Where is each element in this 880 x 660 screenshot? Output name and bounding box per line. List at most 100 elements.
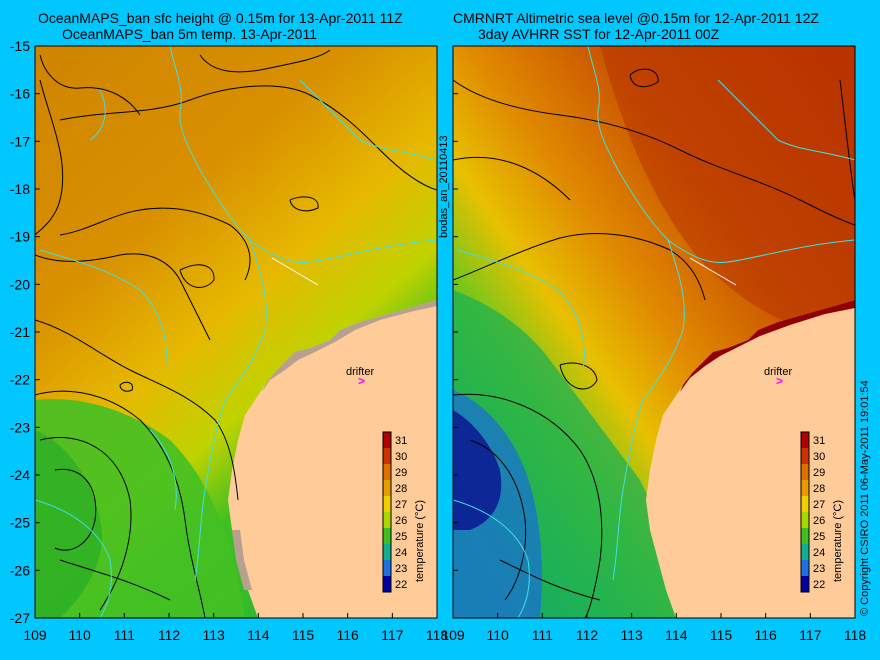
x-tick-label: 115	[292, 627, 315, 643]
colorbar-tick-label: 30	[813, 451, 825, 463]
x-tick-label: 118	[844, 627, 867, 643]
y-axis: -15 -16 -17 -18 -19 -20 -21 -22 -23 -24 -25 -26 -27	[10, 38, 458, 626]
x-tick-label: 113	[621, 627, 644, 643]
colorbar-tick-label: 27	[813, 499, 825, 511]
y-tick-label: -24	[10, 467, 30, 483]
x-tick-label: 117	[381, 627, 404, 643]
colorbar-segment	[383, 448, 391, 464]
colorbar-tick-label: 28	[813, 483, 825, 495]
colorbar-tick-label: 26	[395, 515, 407, 527]
x-tick-label: 115	[710, 627, 733, 643]
colorbar-tick-label: 28	[395, 483, 407, 495]
right-map	[453, 46, 855, 618]
y-tick-label: -23	[10, 419, 30, 435]
left-bathymetry	[35, 46, 437, 618]
colorbar-segment	[801, 576, 809, 592]
x-tick-label: 117	[799, 627, 822, 643]
y-tick-label: -27	[10, 610, 30, 626]
left-title-line1: OceanMAPS_ban sfc height @ 0.15m for 13-…	[38, 10, 403, 26]
colorbar-tick-label: 27	[395, 499, 407, 511]
right-colorbar: 31 30 29 28 27 26 25 24 23 22 temperature (°C)	[800, 431, 844, 593]
colorbar-segment	[383, 528, 391, 544]
colorbar-segment	[801, 544, 809, 560]
colorbar-frame	[382, 431, 392, 593]
colorbar-segment	[383, 496, 391, 512]
colorbar-label: temperature (°C)	[832, 500, 844, 582]
left-colorbar: 31 30 29 28 27 26 25 24 23 22 temperature (°C)	[382, 431, 426, 593]
y-tick-label: -15	[10, 38, 30, 54]
colorbar-tick-label: 25	[813, 531, 825, 543]
right-drifter-icon: >	[776, 374, 783, 388]
x-tick-label: 110	[487, 627, 510, 643]
colorbar-tick-label: 23	[395, 563, 407, 575]
y-tick-label: -21	[10, 324, 30, 340]
colorbar-segment	[801, 560, 809, 576]
y-tick-label: -22	[10, 372, 30, 388]
x-tick-label: 109	[441, 627, 465, 643]
x-tick-label: 116	[755, 627, 778, 643]
x-tick-label: 112	[576, 627, 599, 643]
colorbar-tick-label: 24	[395, 547, 407, 559]
x-tick-label: 111	[532, 627, 553, 643]
right-drifter: drifter >	[764, 366, 792, 388]
left-map	[35, 46, 437, 618]
colorbar-segment	[801, 512, 809, 528]
x-tick-label: 114	[665, 627, 688, 643]
colorbar-segment	[801, 448, 809, 464]
colorbar-segment	[383, 464, 391, 480]
colorbar-segment	[801, 480, 809, 496]
y-tick-label: -26	[10, 562, 30, 578]
colorbar-tick-label: 23	[813, 563, 825, 575]
colorbar-segment	[801, 432, 809, 448]
right-title-line2: 3day AVHRR SST for 12-Apr-2011 00Z	[478, 26, 720, 42]
colorbar-segment	[383, 432, 391, 448]
y-tick-label: -17	[10, 133, 30, 149]
x-tick-label: 114	[247, 627, 270, 643]
colorbar-label: temperature (°C)	[414, 500, 426, 582]
colorbar-tick-label: 22	[813, 579, 825, 591]
colorbar-tick-label: 30	[395, 451, 407, 463]
colorbar-tick-label: 22	[395, 579, 407, 591]
left-drifter-icon: >	[358, 374, 365, 388]
x-tick-label: 116	[337, 627, 360, 643]
x-tick-label: 113	[203, 627, 226, 643]
y-tick-label: -20	[10, 276, 30, 292]
right-contours	[453, 68, 855, 618]
colorbar-tick-label: 31	[813, 435, 825, 447]
colorbar-tick-label: 29	[813, 467, 825, 479]
colorbar-segment	[383, 576, 391, 592]
colorbar-segment	[801, 464, 809, 480]
colorbar-segment	[801, 496, 809, 512]
colorbar-segment	[383, 480, 391, 496]
left-title-line2: OceanMAPS_ban 5m temp. 13-Apr-2011	[62, 26, 317, 42]
y-tick-label: -16	[10, 86, 30, 102]
colorbar-tick-label: 29	[395, 467, 407, 479]
colorbar-segment	[383, 560, 391, 576]
colorbar-segment	[383, 544, 391, 560]
left-x-axis: 109 110 111 112 113 114 115 116 117 118	[23, 613, 448, 643]
right-title-line1: CMRNRT Altimetric sea level @0.15m for 1…	[453, 10, 819, 26]
y-tick-label: -25	[10, 515, 30, 531]
left-drifter-label: drifter	[346, 366, 374, 378]
right-x-axis: 109 110 111 112 113 114 115 116 117 118	[441, 613, 866, 643]
right-warm-core	[600, 46, 855, 340]
colorbar-frame	[800, 431, 810, 593]
x-tick-label: 110	[69, 627, 92, 643]
right-drifter-label: drifter	[764, 366, 792, 378]
right-transect	[689, 257, 737, 286]
colorbar-tick-label: 25	[395, 531, 407, 543]
colorbar-tick-label: 31	[395, 435, 407, 447]
x-tick-label: 118	[426, 627, 449, 643]
left-drifter: drifter >	[346, 366, 374, 388]
x-tick-label: 111	[114, 627, 135, 643]
colorbar-segment	[801, 528, 809, 544]
x-tick-label: 109	[23, 627, 47, 643]
colorbar-tick-label: 24	[813, 547, 825, 559]
x-tick-label: 112	[158, 627, 181, 643]
left-transect	[271, 257, 319, 286]
right-bathymetry	[453, 46, 855, 618]
colorbar-segment	[383, 512, 391, 528]
colorbar-tick-label: 26	[813, 515, 825, 527]
